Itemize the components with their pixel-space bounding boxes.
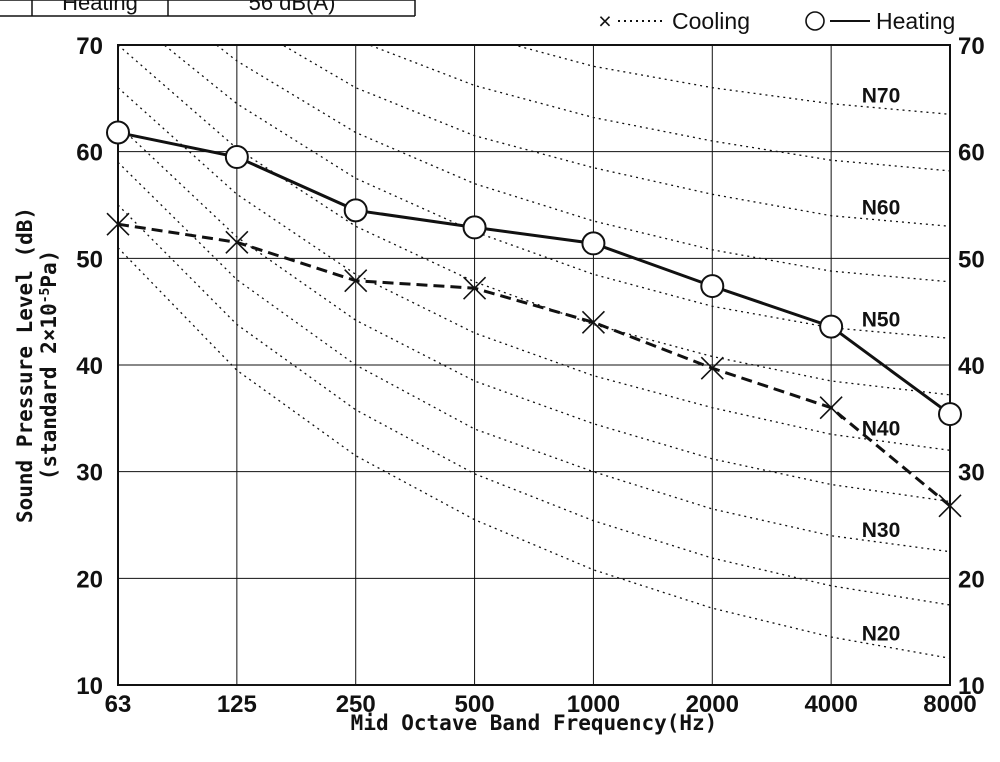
x-tick-500: 500 — [455, 691, 495, 718]
nc-curve-n30 — [118, 161, 950, 553]
y-tick-left-10: 10 — [76, 673, 103, 700]
nc-curve-n60 — [281, 45, 950, 227]
y-tick-left-40: 40 — [76, 353, 103, 380]
nc-curve-n50 — [163, 45, 950, 339]
y-tick-right-60: 60 — [958, 140, 985, 167]
y-axis-title: Sound Pressure Level (dB) (standard 2×10… — [13, 207, 61, 523]
nc-curve-intermediate-10 — [118, 204, 950, 606]
point-heating-1000 — [581, 231, 606, 256]
y-axis-title-line1: Sound Pressure Level (dB) — [13, 207, 37, 523]
point-heating-2000 — [700, 274, 725, 299]
nc-curve-intermediate-7 — [118, 45, 950, 396]
point-heating-500 — [462, 215, 487, 240]
x-tick-8000: 8000 — [923, 691, 976, 718]
legend-heating-marker — [805, 11, 825, 31]
table-row-value: 56 dB(A) — [249, 0, 336, 15]
point-cooling-4000 — [819, 396, 843, 420]
legend-cooling-label: Cooling — [672, 8, 750, 34]
y-tick-left-60: 60 — [76, 140, 103, 167]
point-cooling-500 — [463, 276, 487, 300]
legend-heating-label: Heating — [876, 8, 955, 34]
nc-curve-n70 — [511, 45, 950, 115]
x-tick-1000: 1000 — [567, 691, 620, 718]
legend: × Cooling Heating — [598, 8, 955, 34]
nc-label-n50: N50 — [862, 309, 901, 332]
y-tick-left-20: 20 — [76, 566, 103, 593]
nc-curves — [118, 45, 950, 659]
point-cooling-63 — [106, 212, 130, 236]
x-tick-125: 125 — [217, 691, 257, 718]
y-tick-left-30: 30 — [76, 460, 103, 487]
y-tick-right-40: 40 — [958, 353, 985, 380]
point-heating-4000 — [819, 314, 844, 339]
y-tick-left-70: 70 — [76, 33, 103, 60]
x-axis-title: Mid Octave Band Frequency(Hz) — [351, 711, 718, 735]
y-axis-left: 10 20 30 40 50 60 70 — [76, 33, 103, 700]
nc-curve-intermediate-9 — [367, 45, 950, 172]
point-cooling-125 — [225, 230, 249, 254]
point-heating-63 — [106, 120, 130, 145]
y-tick-left-50: 50 — [76, 246, 103, 273]
x-tick-63: 63 — [105, 691, 132, 718]
y-axis-title-suffix: Pa) — [37, 250, 61, 288]
nc-curve-intermediate-6 — [118, 124, 950, 503]
y-tick-right-30: 30 — [958, 460, 985, 487]
x-axis: 63 125 250 500 1000 2000 4000 8000 — [105, 691, 977, 718]
point-cooling-2000 — [700, 356, 724, 380]
y-tick-right-70: 70 — [958, 33, 985, 60]
point-cooling-250 — [344, 269, 368, 293]
series — [106, 120, 962, 518]
nc-curve-n20 — [118, 247, 950, 659]
point-heating-250 — [343, 198, 368, 223]
x-tick-4000: 4000 — [804, 691, 857, 718]
nc-label-n60: N60 — [862, 197, 901, 220]
point-heating-8000 — [938, 402, 962, 427]
nc-label-n30: N30 — [862, 519, 901, 542]
nc-curve-n40 — [118, 87, 950, 451]
legend-cooling-marker: × — [598, 8, 611, 34]
nc-curve-intermediate-8 — [215, 45, 950, 283]
x-tick-250: 250 — [336, 691, 376, 718]
y-tick-right-20: 20 — [958, 566, 985, 593]
y-axis-title-line2: (standard 2×10-5Pa) — [37, 250, 61, 481]
y-tick-right-10: 10 — [958, 673, 985, 700]
series-line-heating — [117, 131, 951, 416]
point-cooling-1000 — [581, 310, 605, 334]
grid — [118, 45, 950, 685]
series-line-cooling — [117, 222, 951, 507]
point-cooling-8000 — [938, 494, 962, 518]
nc-labels: N20 N30 N40 N50 N60 N70 — [862, 85, 901, 646]
y-axis-title-exponent: -5 — [38, 288, 53, 304]
table-row-label: Heating — [62, 0, 138, 15]
nc-label-n20: N20 — [862, 623, 901, 646]
y-tick-right-50: 50 — [958, 246, 985, 273]
nc-label-n40: N40 — [862, 418, 901, 441]
y-axis-title-prefix: (standard 2×10 — [37, 303, 61, 480]
spec-table: Heating 56 dB(A) — [0, 0, 416, 17]
x-tick-2000: 2000 — [686, 691, 739, 718]
plot-frame — [117, 44, 951, 686]
y-axis-right: 10 20 30 40 50 60 70 — [958, 33, 985, 700]
point-heating-125 — [224, 145, 249, 169]
nc-label-n70: N70 — [862, 85, 901, 108]
